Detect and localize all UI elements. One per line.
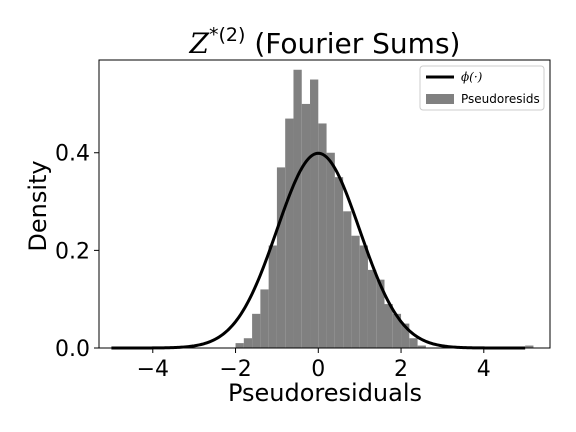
histogram-bar-13 bbox=[343, 211, 352, 348]
y-axis-ticks: 0.0 0.2 0.4 bbox=[55, 142, 99, 362]
x-axis-ticks: −4 −2 0 2 4 bbox=[137, 348, 491, 382]
legend-patch-swatch bbox=[426, 94, 454, 104]
plot-frame bbox=[98, 59, 551, 349]
chart-title-math: Z bbox=[189, 27, 210, 60]
histogram-bar-22 bbox=[417, 345, 426, 348]
legend-label-pseudoresids: Pseudoresids bbox=[461, 92, 540, 106]
histogram-bar-19 bbox=[392, 313, 402, 348]
histogram-bar-7 bbox=[293, 69, 302, 349]
x-tick-label-1: −2 bbox=[219, 357, 251, 382]
histogram-bar-3 bbox=[260, 289, 269, 348]
histogram-bar-0 bbox=[235, 343, 244, 348]
histogram-bar-15 bbox=[359, 245, 368, 348]
y-tick-label-0: 0.0 bbox=[55, 337, 90, 362]
legend-label-phi: ϕ(·) bbox=[461, 70, 483, 84]
x-tick-label-3: 2 bbox=[394, 357, 408, 382]
histogram-bar-14 bbox=[351, 235, 360, 348]
y-tick-label-1: 0.2 bbox=[55, 239, 90, 264]
x-tick-label-2: 0 bbox=[311, 357, 325, 382]
histogram-bar-23 bbox=[525, 345, 534, 348]
histogram-bars bbox=[235, 69, 534, 349]
histogram-bar-10 bbox=[318, 123, 327, 348]
histogram-bar-11 bbox=[326, 152, 335, 348]
histogram-bar-21 bbox=[409, 338, 418, 348]
histogram-bar-12 bbox=[334, 177, 344, 348]
histogram-bar-2 bbox=[252, 313, 261, 348]
normal-density-curve bbox=[111, 151, 526, 350]
histogram-bar-18 bbox=[384, 304, 393, 348]
histogram-bar-4 bbox=[268, 245, 277, 348]
histogram-bar-9 bbox=[310, 79, 319, 348]
histogram-bar-16 bbox=[367, 269, 377, 348]
histogram-bar-1 bbox=[243, 338, 253, 348]
histogram-bar-17 bbox=[376, 279, 385, 348]
histogram-bar-20 bbox=[401, 323, 410, 348]
chart-title-superscript: *(2) bbox=[209, 24, 245, 46]
histogram-bar-6 bbox=[285, 118, 294, 349]
histogram-bar-8 bbox=[301, 103, 311, 348]
chart-title-rest: (Fourier Sums) bbox=[245, 27, 460, 60]
x-tick-label-4: 4 bbox=[477, 357, 491, 382]
histogram-bar-5 bbox=[276, 167, 286, 348]
chart-title: Z*(2) (Fourier Sums) bbox=[189, 24, 461, 60]
y-axis-label: Density bbox=[24, 160, 52, 251]
x-axis-label: Pseudoresiduals bbox=[228, 379, 422, 407]
y-tick-label-2: 0.4 bbox=[55, 142, 90, 167]
x-tick-label-0: −4 bbox=[137, 357, 169, 382]
legend: ϕ(·) Pseudoresids bbox=[419, 65, 545, 111]
